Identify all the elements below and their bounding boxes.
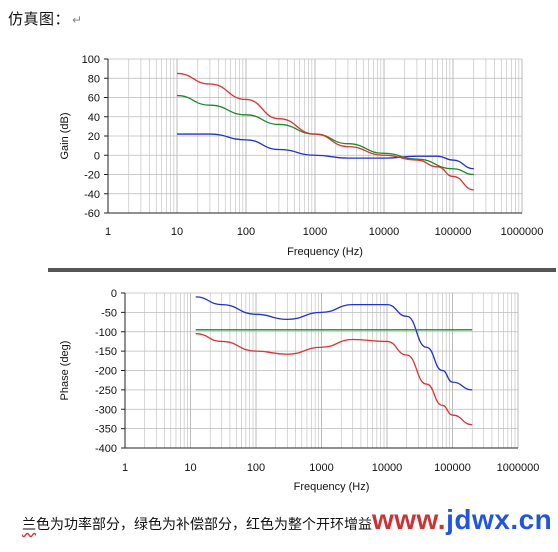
series-line-green (176, 94, 474, 176)
x-axis-label: Frequency (Hz) (287, 246, 363, 258)
caption: 兰色为功率部分，绿色为补偿部分，红色为整个开环增益 (22, 514, 372, 534)
y-tick-label: 0 (111, 288, 117, 300)
y-tick-label: -100 (95, 327, 117, 339)
y-tick-label: 80 (88, 73, 100, 85)
y-tick-label: -50 (101, 307, 117, 319)
x-axis-label: Frequency (Hz) (294, 481, 370, 493)
phase-chart: 0 -50 -100 -150 -200 -250 -300 -350 -400 1 10 100 10… (59, 288, 540, 493)
y-tick-label: -350 (95, 424, 117, 436)
watermark: www.jdwx.cn (372, 504, 552, 536)
caption-first-char: 兰 (22, 517, 36, 533)
y-tick-label: -200 (95, 366, 117, 378)
y-axis-label: Gain (dB) (59, 112, 71, 159)
y-tick-label: -60 (84, 208, 100, 220)
y-tick-label: -400 (95, 443, 117, 455)
x-tick-label: 10000 (372, 462, 403, 474)
y-tick-label: 0 (94, 150, 100, 162)
heading: 仿真图： ↵ (8, 8, 83, 29)
grid (124, 292, 519, 449)
y-axis-label: Phase (deg) (59, 341, 71, 401)
x-tick-label: 100000 (435, 226, 472, 238)
series-line-red (176, 72, 474, 191)
y-tick-label: 20 (88, 131, 100, 143)
series-line-blue (177, 133, 474, 170)
return-mark-icon: ↵ (72, 13, 83, 27)
x-tick-label: 1000 (303, 226, 327, 238)
x-tick-label: 1000 (309, 462, 333, 474)
chart-divider (48, 268, 556, 272)
x-tick-label: 1 (105, 226, 111, 238)
watermark-domain: jdwx (446, 504, 511, 535)
x-tick-label: 1000000 (497, 462, 540, 474)
y-tick-label: 40 (88, 112, 100, 124)
grid (107, 58, 523, 214)
x-tick-label: 1000000 (501, 226, 544, 238)
heading-text: 仿真图： (8, 10, 71, 28)
x-tick-label: 10 (184, 462, 196, 474)
y-tick-label: -250 (95, 385, 117, 397)
x-tick-label: 100 (247, 462, 265, 474)
y-tick-label: -40 (84, 189, 100, 201)
y-tick-label: 100 (82, 54, 100, 66)
x-tick-label: 100 (237, 226, 255, 238)
x-tick-label: 100000 (434, 462, 471, 474)
series-line-blue (195, 296, 473, 391)
y-tick-label: 60 (88, 93, 100, 105)
y-tick-label: -300 (95, 404, 117, 416)
gain-chart: 100 80 60 40 20 0 -20 -40 -60 1 10 100 1000 10000 1000… (59, 54, 544, 258)
x-tick-label: 1 (122, 462, 128, 474)
x-tick-label: 10 (171, 226, 183, 238)
caption-text: 色为功率部分，绿色为补偿部分，红色为整个开环增益 (36, 517, 372, 533)
watermark-tld: .cn (510, 504, 553, 535)
y-tick-label: -20 (84, 170, 100, 182)
watermark-www: www. (372, 504, 447, 535)
x-tick-label: 10000 (369, 226, 400, 238)
series-line-red (195, 333, 473, 426)
y-tick-label: -150 (95, 346, 117, 358)
